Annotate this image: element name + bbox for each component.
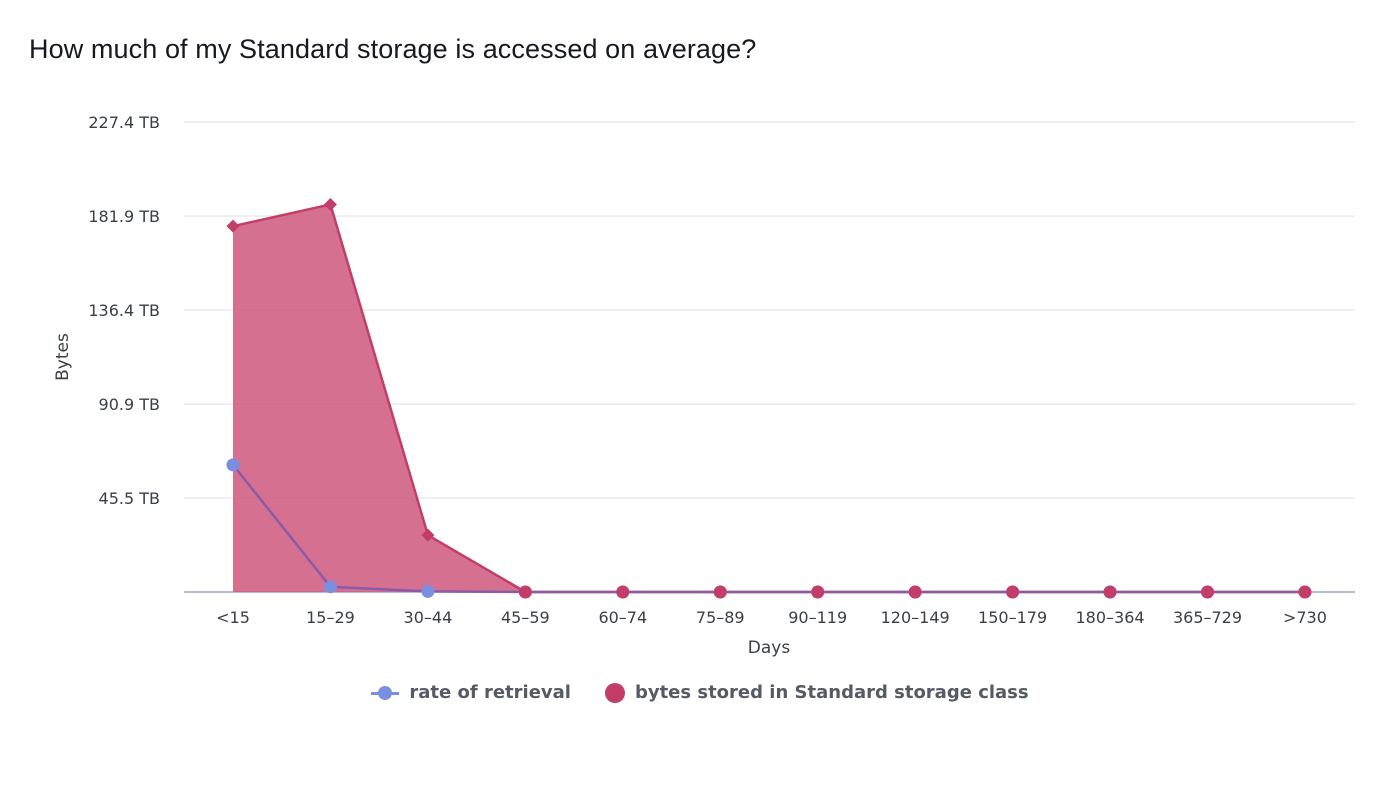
bytes-stored-point (226, 219, 240, 233)
area-series-layer (233, 204, 1305, 592)
chart-legend: rate of retrieval bytes stored in Standa… (0, 682, 1400, 703)
bytes-stored-point (1298, 585, 1312, 599)
bytes-stored-point (713, 585, 727, 599)
marker-layer (226, 197, 1312, 599)
rate-of-retrieval-point (323, 580, 337, 594)
bytes-stored-area (233, 204, 1305, 592)
x-tick-label: 180–364 (1076, 608, 1145, 627)
y-tick-label: 136.4 TB (88, 301, 160, 320)
bytes-stored-point (908, 585, 922, 599)
y-axis-title: Bytes (53, 333, 73, 381)
line-series-layer (232, 203, 1305, 594)
y-tick-label: 90.9 TB (99, 395, 160, 414)
y-tick-label: 45.5 TB (99, 489, 160, 508)
legend-item-bytes-stored[interactable]: bytes stored in Standard storage class (604, 682, 1029, 703)
x-tick-label: 90–119 (788, 608, 847, 627)
x-tick-label: 15–29 (306, 608, 355, 627)
rate-of-retrieval-point (226, 458, 240, 472)
y-tick-label: 227.4 TB (88, 113, 160, 132)
x-tick-label: >730 (1283, 608, 1327, 627)
legend-label: bytes stored in Standard storage class (634, 682, 1029, 703)
bytes-stored-point (1103, 585, 1117, 599)
x-tick-label: 365–729 (1173, 608, 1242, 627)
legend-item-rate-of-retrieval[interactable]: rate of retrieval (371, 682, 571, 703)
bytes-stored-point (811, 585, 825, 599)
x-tick-label: 30–44 (404, 608, 453, 627)
bytes-stored-point (323, 197, 337, 211)
bytes-stored-point (518, 585, 532, 599)
x-tick-label: <15 (216, 608, 250, 627)
x-tick-label: 150–179 (978, 608, 1047, 627)
x-tick-label: 60–74 (598, 608, 647, 627)
y-tick-label: 181.9 TB (88, 207, 160, 226)
rate-of-retrieval-line (232, 464, 1305, 594)
page-title: How much of my Standard storage is acces… (29, 34, 757, 64)
x-tick-label: 120–149 (881, 608, 950, 627)
bytes-stored-point (421, 528, 435, 542)
bytes-stored-point (1201, 585, 1214, 599)
x-axis-title: Days (748, 638, 791, 658)
legend-line-marker-icon (371, 683, 400, 703)
x-tick-label: 75–89 (696, 608, 745, 627)
bytes-stored-point (1006, 585, 1020, 599)
y-axis-ticks: 45.5 TB 90.9 TB 136.4 TB 181.9 TB 227.4 TB (88, 113, 160, 508)
x-axis-ticks: <15 15–29 30–44 45–59 60–74 75–89 90–119 120–14… (216, 608, 1327, 627)
legend-label: rate of retrieval (409, 682, 571, 703)
legend-circle-marker-icon (604, 682, 625, 703)
rate-of-retrieval-point (421, 584, 435, 598)
bytes-stored-point (616, 585, 630, 599)
x-tick-label: 45–59 (501, 608, 550, 627)
